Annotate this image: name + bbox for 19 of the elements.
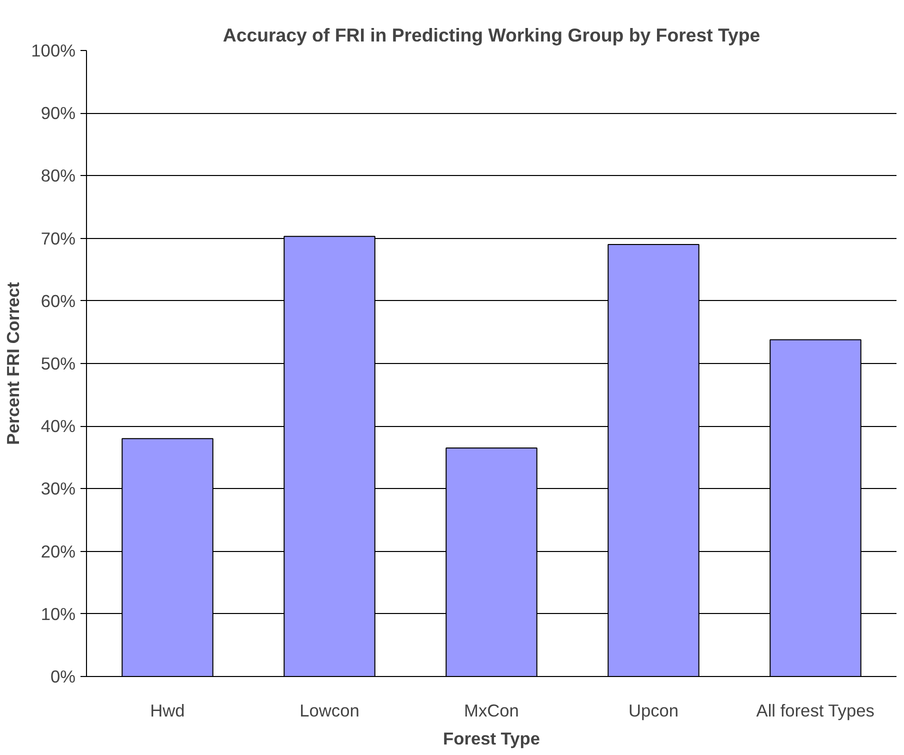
x-tick-label: Lowcon <box>300 700 360 720</box>
x-tick-label: Hwd <box>150 700 185 720</box>
y-tick-label: 70% <box>40 228 76 248</box>
y-tick-label: 50% <box>40 354 76 374</box>
x-tick-label: All forest Types <box>756 700 875 720</box>
y-axis-title: Percent FRI Correct <box>3 282 24 445</box>
y-tick-label: 30% <box>40 478 76 499</box>
y-tick-label: 40% <box>40 416 76 436</box>
y-tick-label: 60% <box>40 290 76 311</box>
y-tick-label: 0% <box>50 666 76 686</box>
y-tick-label: 20% <box>40 541 76 562</box>
x-axis-title: Forest Type <box>443 728 540 748</box>
x-tick-label: Upcon <box>628 700 679 720</box>
x-tick-label: MxCon <box>464 700 519 720</box>
y-tick-label: 90% <box>40 103 76 124</box>
chart-title: Accuracy of FRI in Predicting Working Group by Forest Type <box>222 24 760 46</box>
y-tick-label: 100% <box>31 40 76 60</box>
y-tick-label: 80% <box>40 166 76 186</box>
y-tick-label: 10% <box>40 604 76 624</box>
